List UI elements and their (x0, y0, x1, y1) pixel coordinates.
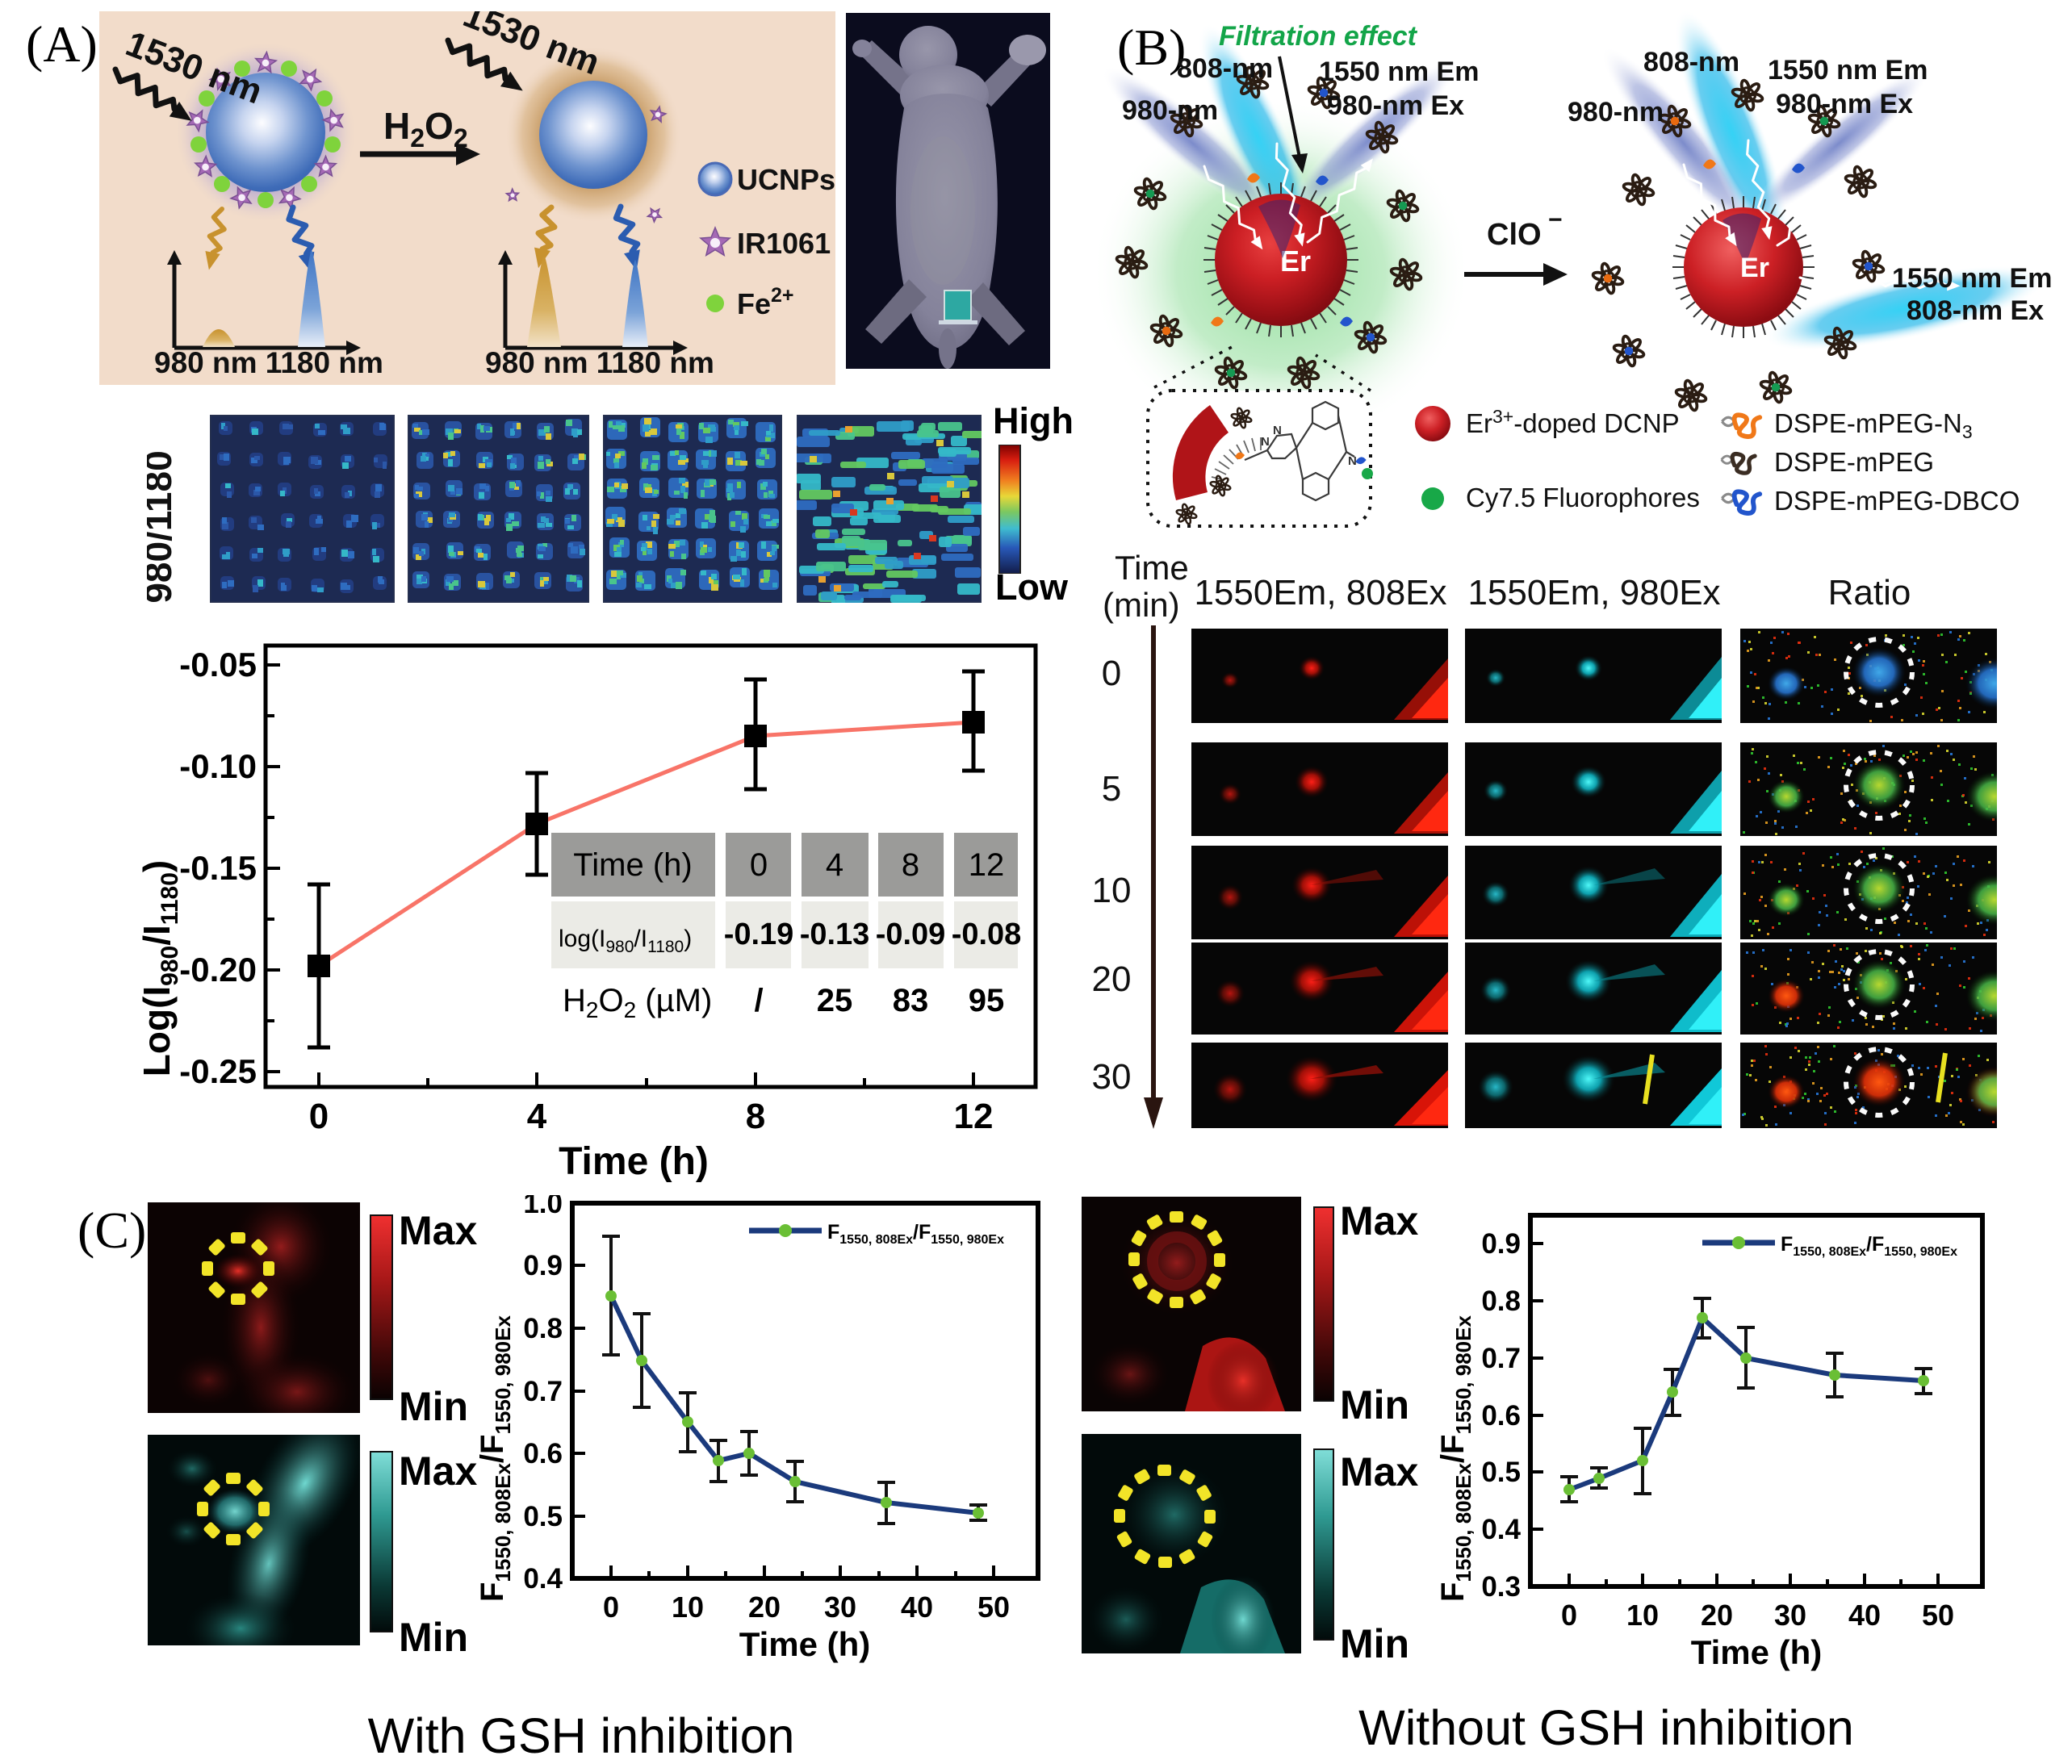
svg-text:808-nm: 808-nm (1643, 47, 1739, 77)
svg-text:DSPE-mPEG: DSPE-mPEG (1774, 447, 1934, 477)
svg-text:0.7: 0.7 (523, 1376, 563, 1407)
svg-text:1550 nm Em: 1550 nm Em (1892, 263, 2052, 294)
svg-text:10: 10 (1626, 1599, 1659, 1632)
svg-text:DSPE-mPEG-DBCO: DSPE-mPEG-DBCO (1774, 486, 2020, 516)
svg-text:30: 30 (824, 1591, 856, 1624)
svg-text:DSPE-mPEG-N3: DSPE-mPEG-N3 (1774, 408, 1973, 442)
svg-text:F1550, 808Ex/F1550, 980Ex: F1550, 808Ex/F1550, 980Ex (1781, 1233, 1957, 1259)
svg-text:−: − (1548, 207, 1563, 233)
svg-text:0.5: 0.5 (1481, 1457, 1521, 1488)
svg-text:0: 0 (603, 1591, 619, 1624)
svg-text:50: 50 (1922, 1599, 1954, 1632)
svg-text:20: 20 (748, 1591, 781, 1624)
svg-text:0: 0 (750, 847, 768, 883)
svg-text:12: 12 (969, 847, 1005, 883)
svg-text:25: 25 (817, 983, 853, 1018)
svg-text:-0.08: -0.08 (952, 918, 1022, 951)
svg-text:0: 0 (309, 1097, 329, 1136)
svg-text:-0.05: -0.05 (179, 646, 257, 683)
svg-text:4: 4 (826, 847, 843, 883)
svg-text:0.3: 0.3 (1481, 1571, 1521, 1603)
svg-text:-0.09: -0.09 (876, 918, 946, 951)
svg-text:40: 40 (901, 1591, 933, 1624)
svg-text:Log(I980/I1180): Log(I980/I1180) (136, 860, 183, 1076)
svg-text:20: 20 (1701, 1599, 1733, 1632)
svg-text:50: 50 (977, 1591, 1010, 1624)
svg-text:980-nm Ex: 980-nm Ex (1776, 89, 1913, 119)
svg-text:-0.13: -0.13 (800, 918, 870, 951)
svg-text:980-nm Ex: 980-nm Ex (1327, 90, 1464, 121)
svg-text:IR1061: IR1061 (737, 227, 831, 260)
svg-text:Time (h): Time (h) (573, 847, 692, 883)
svg-text:0.4: 0.4 (523, 1563, 563, 1595)
svg-text:-0.25: -0.25 (179, 1052, 257, 1090)
svg-text:980-nm: 980-nm (1568, 97, 1664, 127)
svg-text:ClO: ClO (1487, 218, 1542, 252)
svg-text:0.9: 0.9 (1481, 1228, 1521, 1260)
svg-text:12: 12 (954, 1097, 994, 1136)
svg-text:40: 40 (1848, 1599, 1881, 1632)
svg-text:8: 8 (746, 1097, 765, 1136)
svg-text:Cy7.5 Fluorophores: Cy7.5 Fluorophores (1466, 483, 1700, 512)
svg-text:-0.19: -0.19 (724, 918, 794, 951)
svg-text:-0.15: -0.15 (179, 849, 257, 887)
svg-text:0.4: 0.4 (1481, 1514, 1521, 1545)
svg-text:UCNPs: UCNPs (737, 163, 835, 196)
svg-text:95: 95 (969, 983, 1005, 1018)
svg-text:Time (h): Time (h) (739, 1625, 871, 1663)
svg-text:1.0: 1.0 (523, 1195, 563, 1219)
svg-text:1550 nm Em: 1550 nm Em (1319, 56, 1479, 87)
svg-text:Er3+-doped DCNP: Er3+-doped DCNP (1466, 406, 1680, 438)
svg-text:0.8: 0.8 (1481, 1285, 1521, 1317)
svg-text:0.9: 0.9 (523, 1250, 563, 1281)
svg-text:0: 0 (1561, 1599, 1577, 1632)
svg-text:4: 4 (527, 1097, 547, 1136)
svg-text:0.8: 0.8 (523, 1313, 563, 1344)
svg-text:808-nm Ex: 808-nm Ex (1907, 295, 2044, 326)
svg-text:808-nm: 808-nm (1177, 53, 1273, 84)
svg-text:Time (h): Time (h) (559, 1140, 709, 1183)
svg-text:30: 30 (1774, 1599, 1806, 1632)
svg-text:/: / (754, 983, 763, 1018)
svg-text:Fe2+: Fe2+ (737, 284, 794, 320)
svg-text:0.6: 0.6 (1481, 1400, 1521, 1432)
svg-text:1550 nm Em: 1550 nm Em (1768, 55, 1928, 86)
svg-text:10: 10 (672, 1591, 704, 1624)
svg-text:980 nm 1180 nm: 980 nm 1180 nm (154, 346, 383, 379)
svg-text:0.5: 0.5 (523, 1501, 563, 1532)
svg-text:Time (h): Time (h) (1691, 1633, 1823, 1671)
svg-text:N: N (1348, 454, 1357, 468)
svg-text:980/1180: 980/1180 (147, 450, 179, 603)
svg-text:0.6: 0.6 (523, 1438, 563, 1469)
svg-text:Filtration effect: Filtration effect (1219, 21, 1418, 52)
svg-text:980-nm: 980-nm (1122, 95, 1218, 126)
svg-text:N: N (1273, 424, 1282, 437)
svg-text:H2O2 (µM): H2O2 (µM) (563, 983, 712, 1022)
svg-text:-0.20: -0.20 (179, 951, 257, 989)
svg-text:980 nm 1180 nm: 980 nm 1180 nm (485, 346, 714, 379)
svg-text:-0.10: -0.10 (179, 747, 257, 785)
svg-text:N: N (1261, 435, 1270, 449)
svg-text:Er: Er (1740, 253, 1769, 283)
svg-text:83: 83 (893, 983, 929, 1018)
svg-text:0.7: 0.7 (1481, 1343, 1521, 1374)
svg-text:8: 8 (902, 847, 919, 883)
